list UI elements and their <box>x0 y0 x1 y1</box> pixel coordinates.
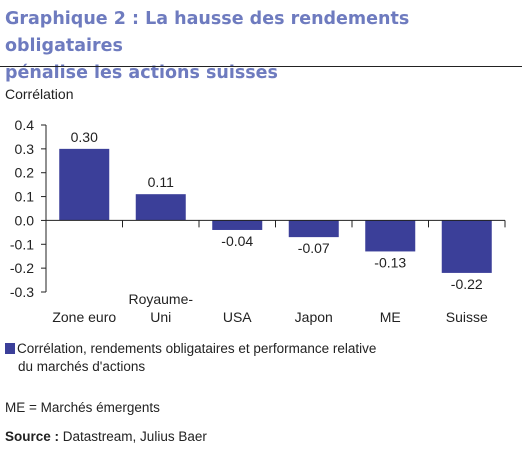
data-label: -0.22 <box>451 276 483 292</box>
legend-text-line-1: Corrélation, rendements obligataires et … <box>17 341 377 356</box>
bar <box>365 220 416 252</box>
x-tick-label: Japon <box>295 309 333 325</box>
legend-text-line-2: du marchés d'actions <box>18 359 146 374</box>
bar-chart: 0.4 0.3 0.2 0.1 0.0 -0.1 -0.2 -0.3 0.30 0.11 -0.04… <box>10 117 506 325</box>
y-tick-label: -0.1 <box>10 236 34 252</box>
y-tick-label: 0.2 <box>15 165 35 181</box>
x-tick-label: Uni <box>150 309 171 325</box>
y-tick-label: 0.1 <box>15 189 35 205</box>
x-tick-label: ME <box>380 309 401 325</box>
bar <box>441 220 492 273</box>
y-axis-label: Corrélation <box>5 86 74 102</box>
y-tick-label: 0.4 <box>15 117 35 133</box>
bar <box>59 148 110 221</box>
x-tick-label: USA <box>223 309 252 325</box>
chart-title-line-1: Graphique 2 : La hausse des rendements o… <box>5 9 410 56</box>
y-tick-label: -0.2 <box>10 260 34 276</box>
chart-title: Graphique 2 : La hausse des rendements o… <box>5 6 520 87</box>
data-label: 0.11 <box>148 174 174 190</box>
y-tick-label: 0.0 <box>15 212 35 228</box>
chart-title-line-2: pénalise les actions suisses <box>5 63 278 83</box>
bar <box>135 194 186 221</box>
data-label: -0.13 <box>374 254 406 270</box>
footnote: ME = Marchés émergents <box>5 400 160 415</box>
data-label: -0.04 <box>221 233 253 249</box>
source-text: Datastream, Julius Baer <box>62 429 207 444</box>
y-tick-label: -0.3 <box>10 284 34 300</box>
source-line: Source : Datastream, Julius Baer <box>5 429 207 444</box>
legend-swatch <box>5 343 15 354</box>
source-label: Source : <box>5 429 60 444</box>
legend: Corrélation, rendements obligataires et … <box>5 340 376 376</box>
data-label: 0.30 <box>71 129 98 145</box>
x-tick-label: Royaume- <box>128 291 193 307</box>
title-divider <box>0 66 522 67</box>
data-label: -0.07 <box>298 240 330 256</box>
bar <box>288 220 339 238</box>
x-tick-label: Suisse <box>446 309 488 325</box>
x-tick-label: Zone euro <box>52 309 116 325</box>
y-tick-label: 0.3 <box>15 141 35 157</box>
bar <box>212 220 263 230</box>
